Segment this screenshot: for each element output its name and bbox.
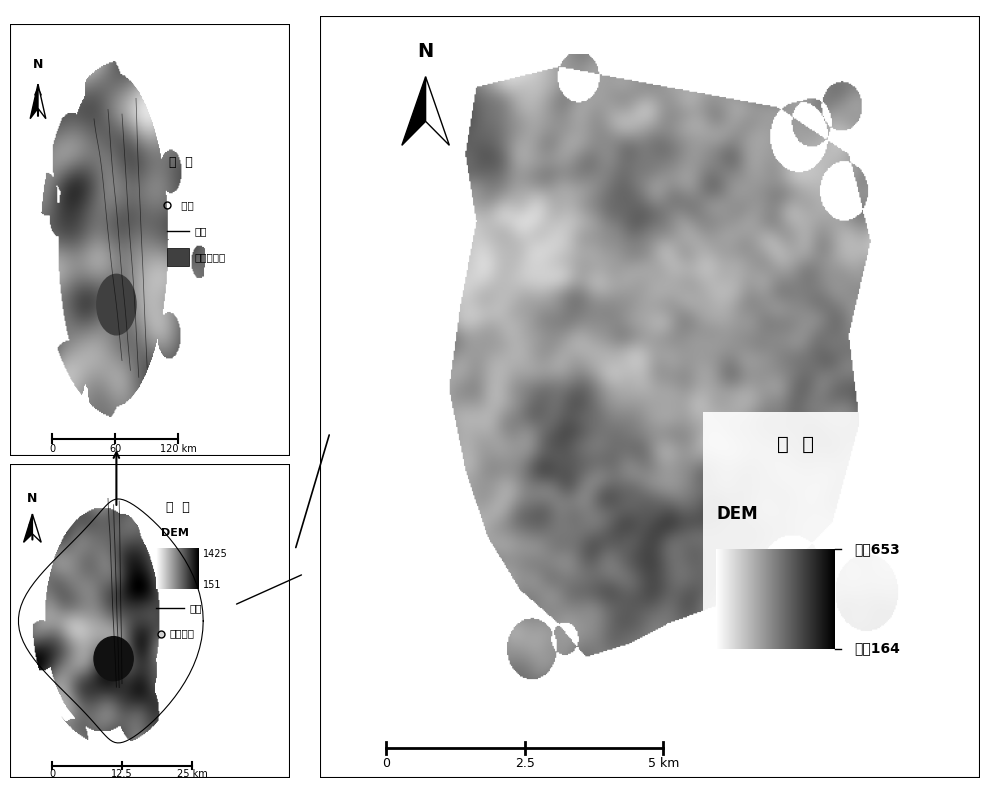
Polygon shape — [32, 514, 41, 542]
Text: 梅川江流域: 梅川江流域 — [195, 252, 226, 262]
Text: 河流: 河流 — [195, 226, 207, 236]
Text: 图  例: 图 例 — [169, 156, 193, 169]
Polygon shape — [30, 84, 38, 119]
Polygon shape — [426, 77, 449, 145]
Text: 0: 0 — [49, 769, 55, 779]
Circle shape — [97, 274, 136, 335]
Text: N: N — [27, 491, 38, 505]
Text: DEM: DEM — [716, 505, 758, 523]
Text: 5 km: 5 km — [648, 757, 679, 769]
Polygon shape — [24, 514, 32, 542]
Text: 0: 0 — [49, 443, 55, 454]
Text: N: N — [417, 42, 434, 61]
Text: 低：164: 低：164 — [855, 641, 900, 656]
Circle shape — [94, 637, 133, 681]
Text: N: N — [33, 58, 43, 72]
Text: 图  例: 图 例 — [166, 501, 190, 514]
Text: 120 km: 120 km — [160, 443, 196, 454]
Text: 2.5: 2.5 — [515, 757, 535, 769]
Text: 图  例: 图 例 — [777, 435, 814, 454]
Text: 60: 60 — [109, 443, 121, 454]
Text: 12.5: 12.5 — [111, 769, 133, 779]
Polygon shape — [402, 77, 426, 145]
Text: 河流: 河流 — [189, 604, 202, 613]
Text: 流域出口: 流域出口 — [170, 629, 195, 638]
Bar — [703, 412, 980, 702]
Text: DEM: DEM — [161, 528, 189, 538]
Text: 25 km: 25 km — [177, 769, 207, 779]
Text: 高：653: 高：653 — [855, 542, 900, 556]
Text: 0: 0 — [382, 757, 390, 769]
Text: 151: 151 — [203, 579, 222, 590]
Text: 1425: 1425 — [203, 549, 228, 559]
Polygon shape — [38, 84, 46, 119]
Text: 南昌: 南昌 — [178, 200, 194, 210]
Bar — [167, 248, 189, 266]
